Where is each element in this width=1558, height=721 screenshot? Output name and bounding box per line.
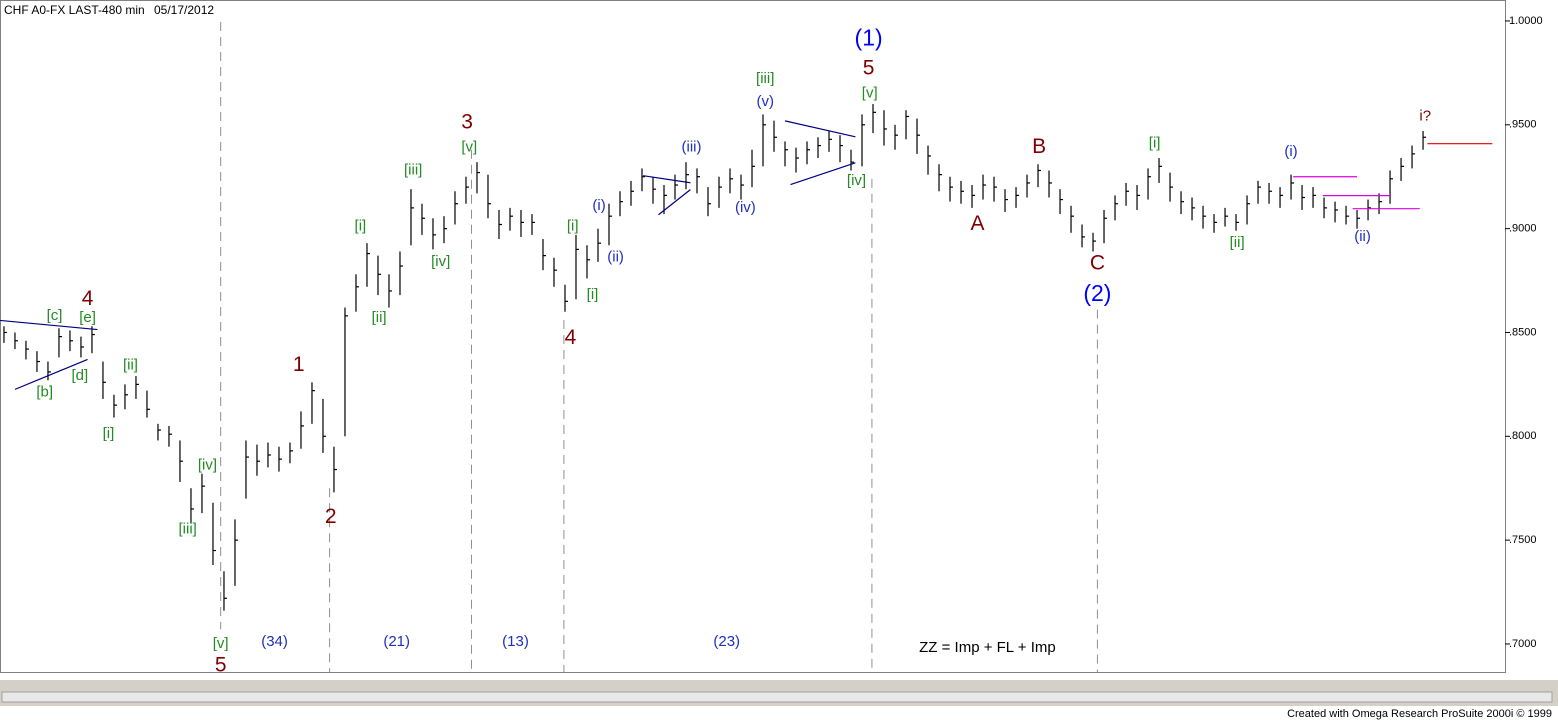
scroll-track[interactable]	[1, 691, 1553, 703]
chart-date: 05/17/2012	[154, 3, 214, 17]
wave-label: (13)	[502, 633, 529, 650]
trend-line	[790, 162, 856, 186]
wave-label: [v]	[213, 635, 229, 652]
wave-label: (i)	[592, 197, 605, 214]
wave-label: [iv]	[198, 456, 217, 473]
wave-label: (v)	[756, 93, 774, 110]
wave-label: 5	[863, 56, 875, 79]
wave-label: [e]	[79, 309, 96, 326]
wave-label: [iv]	[431, 253, 450, 270]
wave-label: [iii]	[178, 521, 196, 538]
wave-label: C	[1090, 251, 1105, 274]
wave-label: (23)	[713, 633, 740, 650]
wave-label: 2	[325, 505, 337, 528]
wave-label: [i]	[587, 286, 599, 303]
wave-label: i?	[1419, 107, 1431, 124]
wave-label: (1)	[855, 25, 883, 51]
y-tick-label: .8000	[1509, 430, 1537, 442]
wave-label: 5	[215, 653, 227, 676]
wave-label: 4	[82, 287, 94, 310]
trend-line	[643, 175, 691, 184]
wave-label: [i]	[567, 218, 579, 235]
chart-title: CHF A0-FX LAST-480 min	[4, 3, 145, 17]
wave-label: [d]	[72, 367, 89, 384]
wave-label: [i]	[103, 425, 115, 442]
wave-label: [c]	[47, 307, 63, 324]
trend-line	[658, 189, 691, 216]
y-tick-label: 1.0000	[1509, 15, 1543, 27]
wave-label: A	[971, 212, 985, 235]
wave-label: [v]	[862, 85, 878, 102]
wave-label: B	[1032, 135, 1046, 158]
y-tick-label: .9000	[1509, 223, 1537, 235]
wave-label: (i)	[1284, 143, 1297, 160]
y-tick-label: .9500	[1509, 119, 1537, 131]
wave-label: 1	[293, 353, 305, 376]
wave-label: (2)	[1083, 280, 1111, 306]
trend-line	[14, 358, 88, 390]
wave-label: [iii]	[404, 161, 422, 178]
wave-label: (ii)	[607, 249, 624, 266]
wave-label: (21)	[383, 633, 410, 650]
wave-label: (34)	[261, 633, 288, 650]
footer: Created with Omega Research ProSuite 200…	[1287, 708, 1552, 720]
plot: 1.0000 .9500 .9000 .8500 .8000 .7500 .7000 [c] […	[0, 15, 1543, 676]
plot-frame	[0, 0, 1506, 673]
wave-label: 3	[461, 110, 473, 133]
wave-label: [i]	[1149, 134, 1161, 151]
y-tick-label: .7000	[1509, 638, 1537, 650]
wave-label: (iv)	[735, 199, 756, 216]
wave-label: [iii]	[756, 70, 774, 87]
wave-label: [iv]	[847, 172, 866, 189]
wave-label: [ii]	[1230, 234, 1245, 251]
trend-line	[0, 319, 98, 331]
wave-label: (ii)	[1354, 228, 1371, 245]
wave-label: (iii)	[682, 139, 702, 156]
y-tick-label: .7500	[1509, 534, 1537, 546]
wave-label: [b]	[36, 384, 53, 401]
trend-line	[784, 120, 856, 138]
wave-label: [v]	[461, 139, 477, 156]
wave-label: 4	[565, 326, 577, 349]
wave-label: [ii]	[372, 309, 387, 326]
y-tick-label: .8500	[1509, 326, 1537, 338]
wave-label: [i]	[355, 218, 367, 235]
wave-label: [ii]	[123, 357, 138, 374]
wave-label: ZZ = Imp + FL + Imp	[919, 639, 1056, 656]
